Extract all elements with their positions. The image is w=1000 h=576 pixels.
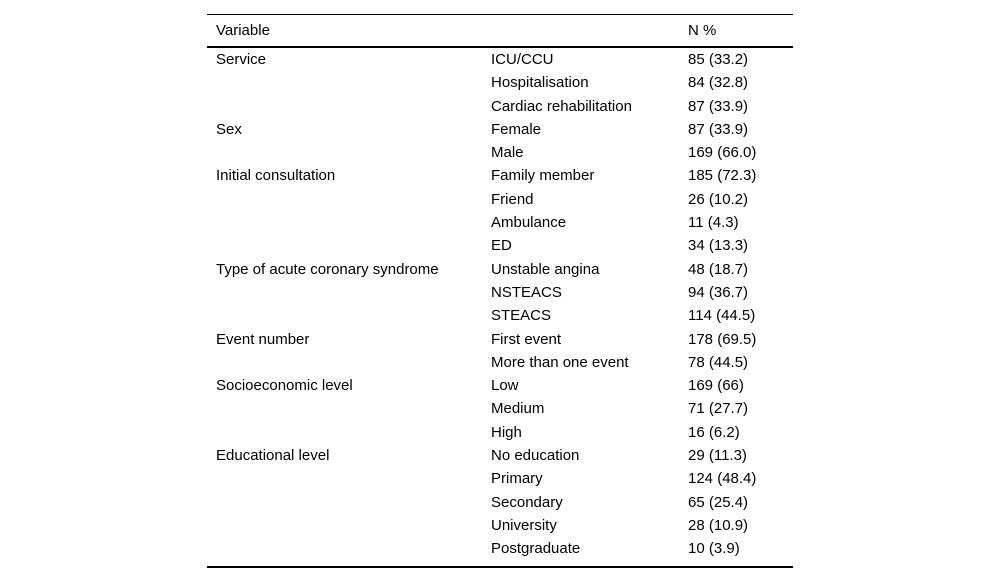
n-percent-cell: 11 (4.3) (688, 214, 739, 232)
table-row: Educational level No education 29 (11.3) (207, 444, 793, 467)
category-cell: University (491, 516, 557, 534)
table-row: Hospitalisation 84 (32.8) (207, 71, 793, 94)
n-percent-cell: 48 (18.7) (688, 260, 749, 278)
category-cell: Cardiac rehabilitation (491, 97, 632, 115)
category-cell: Secondary (491, 493, 563, 511)
n-percent-cell: 124 (48.4) (688, 470, 757, 488)
column-header-variable: Variable (216, 22, 270, 39)
table-bottom-rule (207, 565, 793, 568)
table-top-rule (207, 14, 793, 15)
table-row: Secondary 65 (25.4) (207, 491, 793, 514)
table-row: Socioeconomic level Low 169 (66) (207, 374, 793, 397)
n-percent-cell: 87 (33.9) (688, 97, 749, 115)
table-body: Service ICU/CCU 85 (33.2) Hospitalisation 84… (207, 48, 793, 561)
table-row: High 16 (6.2) (207, 421, 793, 444)
variable-cell: Initial consultation (216, 167, 336, 185)
category-cell: Friend (491, 190, 534, 208)
category-cell: Low (491, 377, 519, 395)
table-row: Medium 71 (27.7) (207, 397, 793, 420)
category-cell: No education (491, 447, 580, 465)
table-row: Postgraduate 10 (3.9) (207, 537, 793, 560)
n-percent-cell: 65 (25.4) (688, 493, 749, 511)
table-row: University 28 (10.9) (207, 514, 793, 537)
table-row: Event number First event 178 (69.5) (207, 328, 793, 351)
variable-cell: Educational level (216, 447, 330, 465)
category-cell: Male (491, 144, 524, 162)
n-percent-cell: 85 (33.2) (688, 51, 749, 68)
n-percent-cell: 10 (3.9) (688, 540, 740, 558)
category-cell: More than one event (491, 353, 629, 371)
table-header-row: Variable N % (207, 15, 793, 46)
category-cell: Postgraduate (491, 540, 581, 558)
table-row: ED 34 (13.3) (207, 234, 793, 257)
table-row: Service ICU/CCU 85 (33.2) (207, 48, 793, 71)
variable-cell: Type of acute coronary syndrome (216, 260, 439, 278)
column-header-n-percent: N % (688, 22, 717, 39)
n-percent-cell: 16 (6.2) (688, 423, 740, 441)
category-cell: Ambulance (491, 214, 567, 232)
category-cell: ED (491, 237, 512, 255)
variable-cell: Sex (216, 120, 242, 138)
table-row: NSTEACS 94 (36.7) (207, 281, 793, 304)
category-cell: Family member (491, 167, 595, 185)
category-cell: Female (491, 120, 542, 138)
category-cell: High (491, 423, 522, 441)
n-percent-cell: 185 (72.3) (688, 167, 757, 185)
table-row: More than one event 78 (44.5) (207, 351, 793, 374)
n-percent-cell: 114 (44.5) (688, 307, 756, 325)
category-cell: Medium (491, 400, 545, 418)
n-percent-cell: 26 (10.2) (688, 190, 749, 208)
n-percent-cell: 84 (32.8) (688, 74, 749, 92)
table-row: Ambulance 11 (4.3) (207, 211, 793, 234)
n-percent-cell: 94 (36.7) (688, 283, 749, 301)
category-cell: Unstable angina (491, 260, 600, 278)
n-percent-cell: 178 (69.5) (688, 330, 757, 348)
category-cell: Primary (491, 470, 543, 488)
n-percent-cell: 87 (33.9) (688, 120, 749, 138)
table-row: STEACS 114 (44.5) (207, 304, 793, 327)
summary-table: Variable N % Service ICU/CCU 85 (33.2) Hosp… (207, 14, 793, 568)
n-percent-cell: 28 (10.9) (688, 516, 749, 534)
table-row: Male 169 (66.0) (207, 141, 793, 164)
n-percent-cell: 78 (44.5) (688, 353, 749, 371)
table-row: Friend 26 (10.2) (207, 188, 793, 211)
variable-cell: Service (216, 51, 267, 68)
category-cell: Hospitalisation (491, 74, 589, 92)
table-row: Type of acute coronary syndrome Unstable … (207, 258, 793, 281)
n-percent-cell: 169 (66) (688, 377, 744, 395)
table-row: Cardiac rehabilitation 87 (33.9) (207, 95, 793, 118)
n-percent-cell: 169 (66.0) (688, 144, 757, 162)
table-header-rule (207, 46, 793, 48)
table-row: Sex Female 87 (33.9) (207, 118, 793, 141)
category-cell: ICU/CCU (491, 51, 554, 68)
category-cell: NSTEACS (491, 283, 562, 301)
variable-cell: Event number (216, 330, 310, 348)
category-cell: STEACS (491, 307, 552, 325)
n-percent-cell: 71 (27.7) (688, 400, 749, 418)
table-row: Primary 124 (48.4) (207, 467, 793, 490)
n-percent-cell: 34 (13.3) (688, 237, 749, 255)
table-row: Initial consultation Family member 185 (72… (207, 164, 793, 187)
category-cell: First event (491, 330, 562, 348)
variable-cell: Socioeconomic level (216, 377, 353, 395)
n-percent-cell: 29 (11.3) (688, 447, 747, 465)
